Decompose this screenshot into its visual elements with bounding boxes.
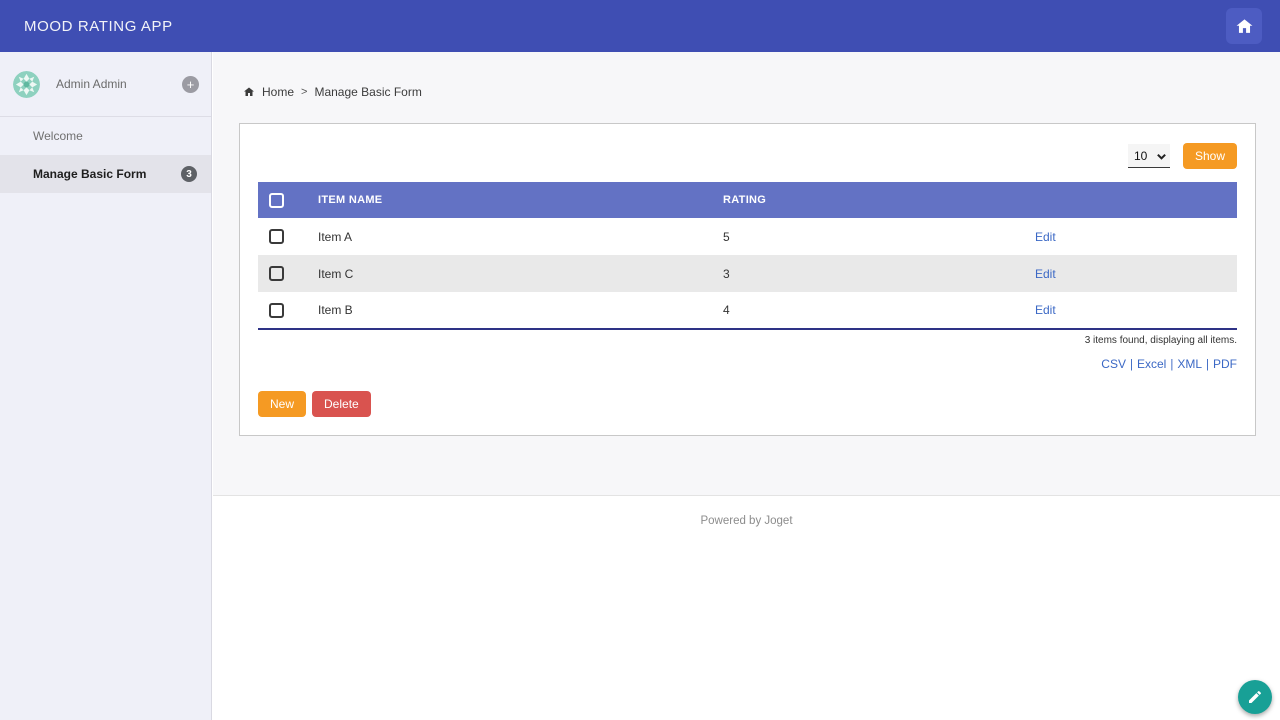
export-pdf-link[interactable]: PDF xyxy=(1213,357,1237,371)
breadcrumb-home[interactable]: Home xyxy=(262,85,295,99)
item-name-cell: Item B xyxy=(318,303,353,317)
results-summary: 3 items found, displaying all items. xyxy=(1084,335,1237,346)
table-row: Item A 5 Edit xyxy=(258,218,1237,255)
edit-fab-button[interactable] xyxy=(1238,680,1272,714)
export-separator: | xyxy=(1206,359,1209,371)
select-all-checkbox[interactable] xyxy=(269,192,284,208)
sidebar-item-manage-basic-form[interactable]: Manage Basic Form 3 xyxy=(0,155,211,193)
main-content: Home > Manage Basic Form 10 Show xyxy=(213,52,1280,720)
app-title: MOOD RATING APP xyxy=(24,17,173,35)
plus-circle-icon[interactable]: + xyxy=(182,75,199,93)
datalist-table: ITEM NAME RATING Item A 5 Edit Item C xyxy=(258,182,1237,330)
export-links: CSV | Excel | XML | PDF xyxy=(258,357,1237,371)
datalist-panel: 10 Show ITEM NAME RATING xyxy=(239,123,1256,436)
export-xml-link[interactable]: XML xyxy=(1177,357,1202,371)
export-separator: | xyxy=(1170,359,1174,371)
home-icon xyxy=(1235,17,1254,36)
export-separator: | xyxy=(1129,359,1133,371)
panel-controls: 10 Show xyxy=(258,142,1237,170)
delete-button[interactable]: Delete xyxy=(312,391,371,417)
edit-link[interactable]: Edit xyxy=(1035,229,1056,244)
column-header-item-name: ITEM NAME xyxy=(318,194,383,206)
show-button[interactable]: Show xyxy=(1182,143,1237,169)
column-header-rating: RATING xyxy=(723,194,767,206)
content-upper: Home > Manage Basic Form 10 Show xyxy=(213,52,1280,496)
sidebar: Admin Admin + Welcome Manage Basic Form … xyxy=(0,52,212,720)
home-button[interactable] xyxy=(1226,8,1262,44)
breadcrumb: Home > Manage Basic Form xyxy=(213,52,1280,108)
top-bar: MOOD RATING APP xyxy=(0,0,1280,52)
export-csv-link[interactable]: CSV xyxy=(1101,357,1126,371)
home-icon xyxy=(243,86,255,98)
new-button[interactable]: New xyxy=(258,391,307,417)
count-badge: 3 xyxy=(181,166,197,182)
pencil-icon xyxy=(1247,689,1263,705)
footer-text: Powered by Joget xyxy=(700,515,793,527)
export-excel-link[interactable]: Excel xyxy=(1136,357,1167,371)
breadcrumb-separator: > xyxy=(301,86,308,98)
item-name-cell: Item C xyxy=(318,266,354,281)
rating-cell: 5 xyxy=(723,229,730,244)
page-size-select-wrap: 10 xyxy=(1127,144,1170,168)
table-row: Item C 3 Edit xyxy=(258,255,1237,292)
row-checkbox[interactable] xyxy=(269,266,284,281)
table-row: Item B 4 Edit xyxy=(258,292,1237,329)
sidebar-item-welcome[interactable]: Welcome xyxy=(0,117,211,155)
action-buttons: New Delete xyxy=(258,391,1237,417)
avatar xyxy=(13,70,40,98)
breadcrumb-current: Manage Basic Form xyxy=(314,85,422,99)
row-checkbox[interactable] xyxy=(269,302,284,318)
rating-cell: 4 xyxy=(723,303,730,317)
row-checkbox[interactable] xyxy=(269,229,284,244)
edit-link[interactable]: Edit xyxy=(1035,303,1056,317)
sidebar-item-label: Manage Basic Form xyxy=(33,167,147,181)
sidebar-item-label: Welcome xyxy=(33,129,83,143)
rating-cell: 3 xyxy=(723,266,730,281)
profile-name: Admin Admin xyxy=(56,77,127,91)
item-name-cell: Item A xyxy=(318,229,353,244)
table-header-row: ITEM NAME RATING xyxy=(258,182,1237,218)
profile-section: Admin Admin + xyxy=(0,52,211,117)
page-size-select[interactable]: 10 xyxy=(1127,144,1170,168)
edit-link[interactable]: Edit xyxy=(1035,266,1056,281)
